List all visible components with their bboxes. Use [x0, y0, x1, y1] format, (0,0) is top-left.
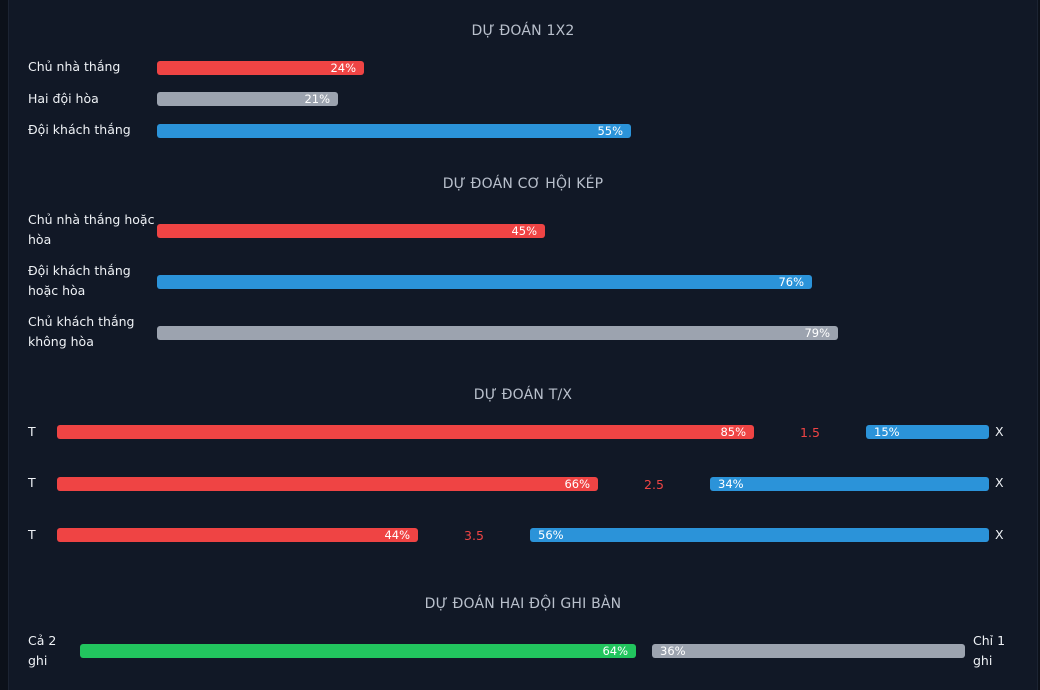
pct-under-3-5: 56% [538, 528, 564, 542]
btts-no-label: Chỉ 1 ghi [973, 631, 1005, 671]
bar-home-or-draw: 45% [157, 224, 545, 238]
btts-row: 64% 36% [80, 644, 965, 658]
line-value-2-5: 2.5 [644, 477, 664, 492]
label-line: ghi [28, 653, 48, 668]
pct-over-2-5: 66% [564, 477, 590, 491]
line-value-1-5: 1.5 [800, 425, 820, 440]
bar-btts-yes: 64% [80, 644, 636, 658]
under-label: X [995, 475, 1004, 490]
pct-draw: 21% [304, 92, 330, 106]
pct-home-or-draw: 45% [511, 224, 537, 238]
row-label-home-win: Chủ nhà thắng [28, 59, 121, 74]
label-line: ghi [973, 653, 993, 668]
bar-home-win: 24% [157, 61, 364, 75]
section-title-btts: DỰ ĐOÁN HAI ĐỘI GHI BÀN [424, 596, 622, 612]
ou-row-3-5: 44% 3.5 56% [57, 528, 989, 543]
label-line: Cả 2 [28, 633, 57, 648]
pct-over-1-5: 85% [720, 425, 746, 439]
bar-away-or-draw: 76% [157, 275, 812, 289]
section-title-over-under: DỰ ĐOÁN T/X [473, 387, 573, 403]
bar-track-home-or-draw: 45% [157, 224, 1019, 238]
pct-under-1-5: 15% [874, 425, 900, 439]
pct-away-win: 55% [597, 124, 623, 138]
bar-btts-no: 36% [652, 644, 965, 658]
bar-track-home-win: 24% [157, 61, 1019, 75]
bar-away-win: 55% [157, 124, 631, 138]
bar-no-draw: 79% [157, 326, 838, 340]
row-label-no-draw: Chủ khách thắng không hòa [28, 312, 134, 352]
ou-row-2-5: 66% 2.5 34% [57, 477, 989, 492]
bar-track-away-or-draw: 76% [157, 275, 1019, 289]
label-line: Đội khách thắng [28, 263, 131, 278]
over-label: T [28, 527, 36, 542]
under-label: X [995, 424, 1004, 439]
pct-btts-yes: 64% [602, 644, 628, 658]
pct-btts-no: 36% [660, 644, 686, 658]
bar-track-draw: 21% [157, 92, 1019, 106]
label-line: hòa [28, 232, 52, 247]
label-line: Chỉ 1 [973, 633, 1006, 648]
row-label-home-or-draw: Chủ nhà thắng hoặc hòa [28, 210, 154, 250]
over-label: T [28, 475, 36, 490]
section-title-1x2: DỰ ĐOÁN 1X2 [471, 23, 575, 39]
bar-draw: 21% [157, 92, 338, 106]
row-label-away-or-draw: Đội khách thắng hoặc hòa [28, 261, 131, 301]
bar-track-no-draw: 79% [157, 326, 1019, 340]
bar-over-2-5: 66% [57, 477, 598, 491]
pct-away-or-draw: 76% [778, 275, 804, 289]
over-label: T [28, 424, 36, 439]
bar-over-1-5: 85% [57, 425, 754, 439]
label-line: không hòa [28, 334, 94, 349]
line-value-3-5: 3.5 [464, 528, 484, 543]
section-title-double-chance: DỰ ĐOÁN CƠ HỘI KÉP [442, 176, 604, 192]
row-label-away-win: Đội khách thắng [28, 122, 131, 137]
row-label-draw: Hai đội hòa [28, 91, 99, 106]
pct-home-win: 24% [330, 61, 356, 75]
label-line: hoặc hòa [28, 283, 86, 298]
predictions-panel: DỰ ĐOÁN 1X2 Chủ nhà thắng 24% Hai đội hò… [8, 0, 1038, 690]
bar-over-3-5: 44% [57, 528, 418, 542]
ou-row-1-5: 85% 1.5 15% [57, 425, 989, 440]
bar-under-1-5: 15% [866, 425, 989, 439]
under-label: X [995, 527, 1004, 542]
bar-under-2-5: 34% [710, 477, 989, 491]
bar-track-away-win: 55% [157, 124, 1019, 138]
pct-over-3-5: 44% [384, 528, 410, 542]
label-line: Chủ nhà thắng hoặc [28, 212, 155, 227]
pct-no-draw: 79% [804, 326, 830, 340]
pct-under-2-5: 34% [718, 477, 744, 491]
btts-yes-label: Cả 2 ghi [28, 631, 56, 671]
bar-under-3-5: 56% [530, 528, 989, 542]
label-line: Chủ khách thắng [28, 314, 135, 329]
